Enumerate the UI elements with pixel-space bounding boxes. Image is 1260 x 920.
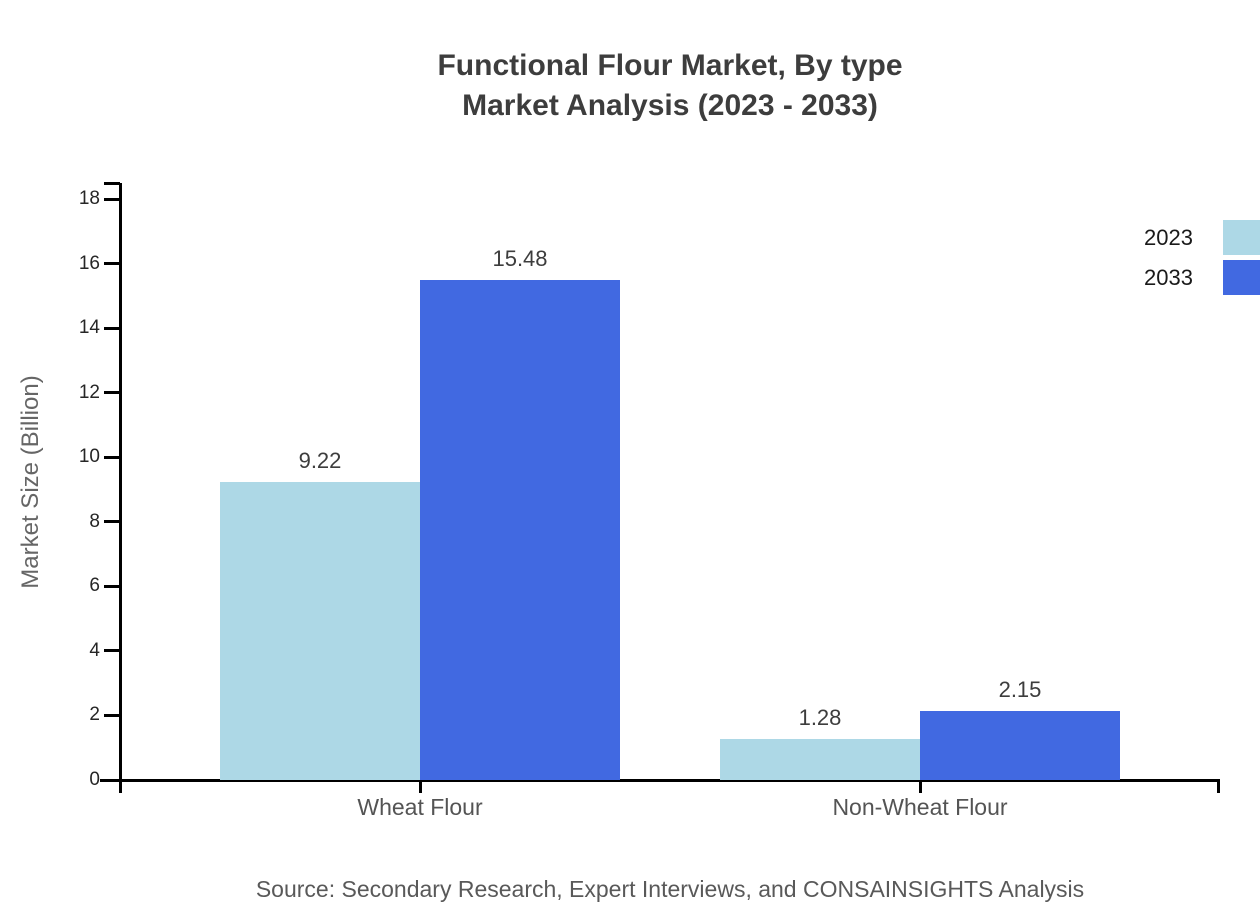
- y-tick-label: 6: [89, 575, 100, 597]
- y-tick-label: 4: [89, 639, 100, 661]
- y-tick-label: 0: [89, 769, 100, 790]
- chart-title: Functional Flour Market, By type Market …: [70, 46, 1260, 126]
- legend-label: 2023: [1144, 224, 1193, 250]
- y-axis-tick: [104, 326, 120, 330]
- y-tick-label: 8: [89, 510, 100, 532]
- y-tick-label: 18: [78, 188, 100, 209]
- legend-row: 2023: [1144, 220, 1260, 255]
- y-axis-line: [118, 183, 122, 793]
- y-axis-tick: [104, 197, 120, 201]
- y-tick-label: 10: [78, 446, 100, 468]
- y-axis-tick: [104, 391, 120, 395]
- legend-row: 2033: [1144, 260, 1260, 295]
- x-axis-tick: [418, 780, 422, 793]
- bar-value-label: 15.48: [492, 246, 548, 272]
- legend-label: 2033: [1144, 264, 1193, 290]
- bar-2023-wheat-flour: [220, 482, 420, 780]
- x-category-label: Wheat Flour: [357, 794, 483, 820]
- bar-value-label: 1.28: [798, 704, 842, 730]
- y-tick-label: 14: [78, 317, 100, 339]
- legend-swatch-icon: [1223, 220, 1260, 255]
- x-axis-end-tick: [1217, 780, 1220, 793]
- legend: 2023 2033: [1144, 220, 1260, 300]
- y-axis-tick: [104, 520, 120, 524]
- legend-swatch-icon: [1223, 260, 1260, 295]
- chart-title-line1: Functional Flour Market, By type: [437, 49, 903, 82]
- y-tick-label: 16: [78, 252, 100, 274]
- y-axis-tick: [104, 713, 120, 717]
- bar-2023-non-wheat-flour: [720, 738, 920, 780]
- bar-value-label: 9.22: [298, 448, 342, 474]
- x-axis-line: [100, 778, 1220, 782]
- chart-title-line2: Market Analysis (2023 - 2033): [462, 89, 878, 122]
- bar-2033-non-wheat-flour: [920, 710, 1120, 780]
- bar-2033-wheat-flour: [420, 280, 620, 780]
- y-axis-tick: [104, 455, 120, 459]
- bar-value-label: 2.15: [998, 676, 1042, 702]
- source-note: Source: Secondary Research, Expert Inter…: [255, 876, 1085, 902]
- y-axis-tick: [104, 262, 120, 266]
- y-axis-tick: [104, 649, 120, 653]
- y-tick-label: 12: [78, 381, 100, 403]
- y-axis-end-tick: [104, 181, 120, 185]
- y-tick-label: 2: [89, 704, 100, 726]
- x-axis-tick: [918, 780, 922, 793]
- y-axis-tick: [104, 584, 120, 588]
- x-category-label: Non-Wheat Flour: [832, 794, 1008, 820]
